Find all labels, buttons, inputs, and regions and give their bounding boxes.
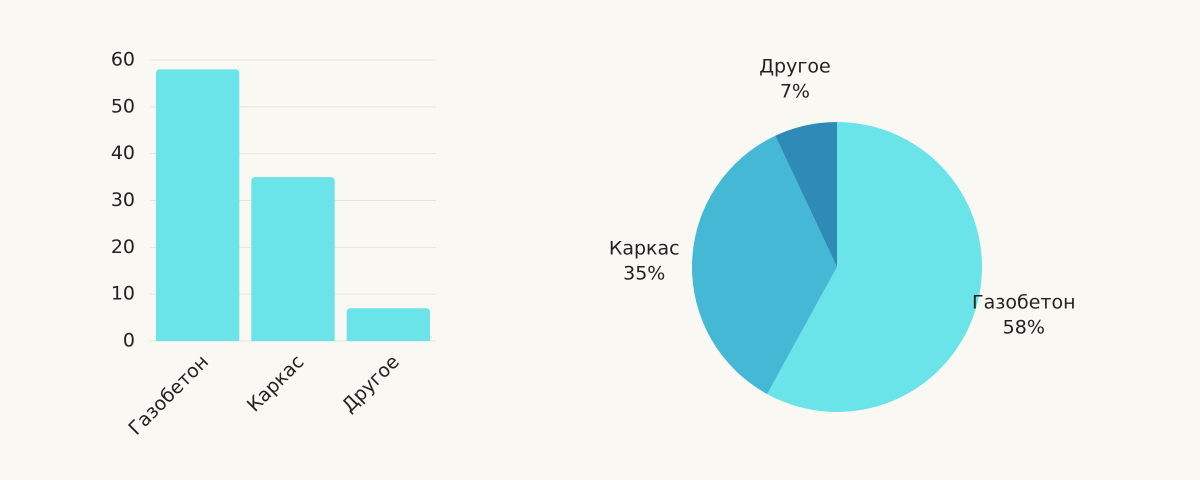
slice-label: Газобетон xyxy=(972,291,1075,313)
slice-value-label: 7% xyxy=(780,80,810,102)
y-tick-label: 20 xyxy=(111,236,135,258)
slice-value-label: 58% xyxy=(1003,316,1045,338)
bar xyxy=(156,69,240,341)
slice-label: Каркас xyxy=(609,237,680,259)
x-tick-label: Другое xyxy=(338,351,404,417)
y-tick-label: 40 xyxy=(111,142,135,164)
bar xyxy=(251,177,335,341)
x-tick-label: Каркас xyxy=(243,351,309,417)
slice-value-label: 35% xyxy=(623,262,665,284)
y-tick-label: 0 xyxy=(123,330,135,352)
x-tick-label: Газобетон xyxy=(124,351,213,440)
y-tick-label: 50 xyxy=(111,95,135,117)
y-tick-label: 10 xyxy=(111,283,135,305)
y-tick-label: 30 xyxy=(111,189,135,211)
y-tick-label: 60 xyxy=(111,49,135,71)
slice-label: Другое xyxy=(759,55,830,77)
bar xyxy=(346,308,430,341)
pie-slice xyxy=(775,122,837,267)
pie-slice xyxy=(692,135,837,395)
pie-slice xyxy=(767,122,982,412)
